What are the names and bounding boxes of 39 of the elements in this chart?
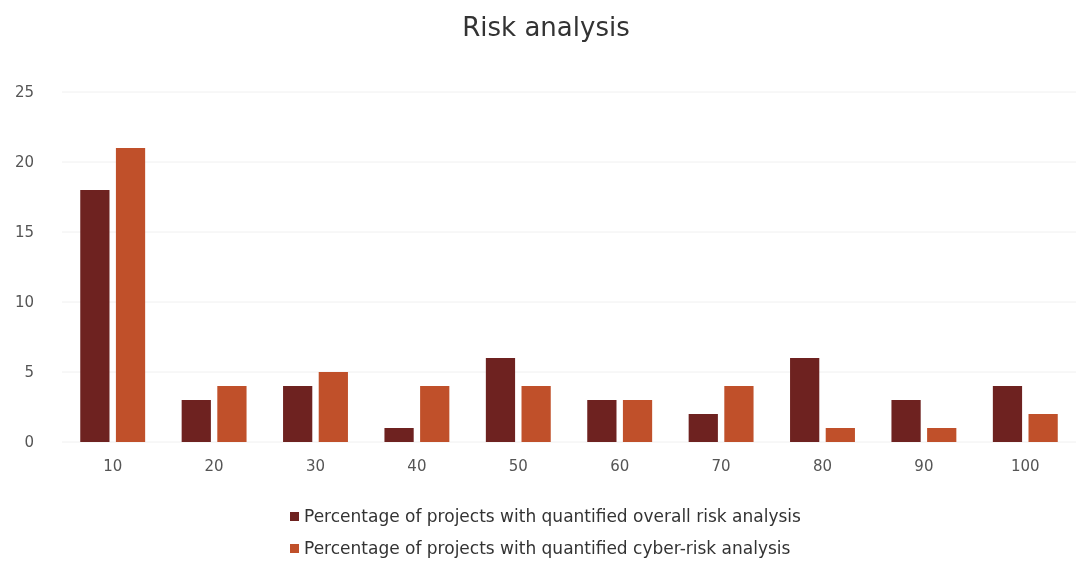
bar <box>992 386 1023 442</box>
bar <box>384 428 414 442</box>
x-tick-label: 80 <box>812 456 833 475</box>
bar <box>420 386 450 442</box>
bar <box>217 386 247 442</box>
bar <box>891 400 921 442</box>
x-tick-label: 30 <box>305 456 326 475</box>
x-tick-label: 60 <box>610 456 630 475</box>
x-tick-label: 100 <box>1010 456 1040 475</box>
bar <box>521 386 551 442</box>
bar <box>115 148 146 442</box>
bar <box>724 386 754 442</box>
x-tick-label: 40 <box>407 456 427 475</box>
x-tick-label: 20 <box>204 456 224 475</box>
legend-label: Percentage of projects with quantified overall risk analysis <box>304 506 802 526</box>
bar <box>485 358 516 442</box>
x-tick-label: 90 <box>914 456 934 475</box>
bar <box>790 358 820 442</box>
y-tick-label: 20 <box>14 153 34 172</box>
bar <box>825 428 855 442</box>
bar <box>80 190 110 442</box>
bar <box>181 400 211 442</box>
y-tick-label: 0 <box>24 433 34 452</box>
legend-label: Percentage of projects with quantified cyber-risk analysis <box>304 538 791 558</box>
y-tick-label: 10 <box>14 293 34 312</box>
chart-title: Risk analysis <box>462 12 630 42</box>
x-tick-label: 10 <box>103 456 123 475</box>
bar <box>283 386 313 442</box>
y-tick-label: 25 <box>14 83 34 102</box>
x-tick-label: 50 <box>508 456 528 475</box>
bar <box>927 428 957 442</box>
x-tick-label: 70 <box>711 456 731 475</box>
y-tick-label: 15 <box>14 223 34 242</box>
bar <box>1028 414 1058 442</box>
bar <box>622 400 653 442</box>
bar <box>318 372 348 442</box>
y-tick-label: 5 <box>24 363 34 382</box>
bar <box>587 400 617 442</box>
bar <box>688 414 718 442</box>
